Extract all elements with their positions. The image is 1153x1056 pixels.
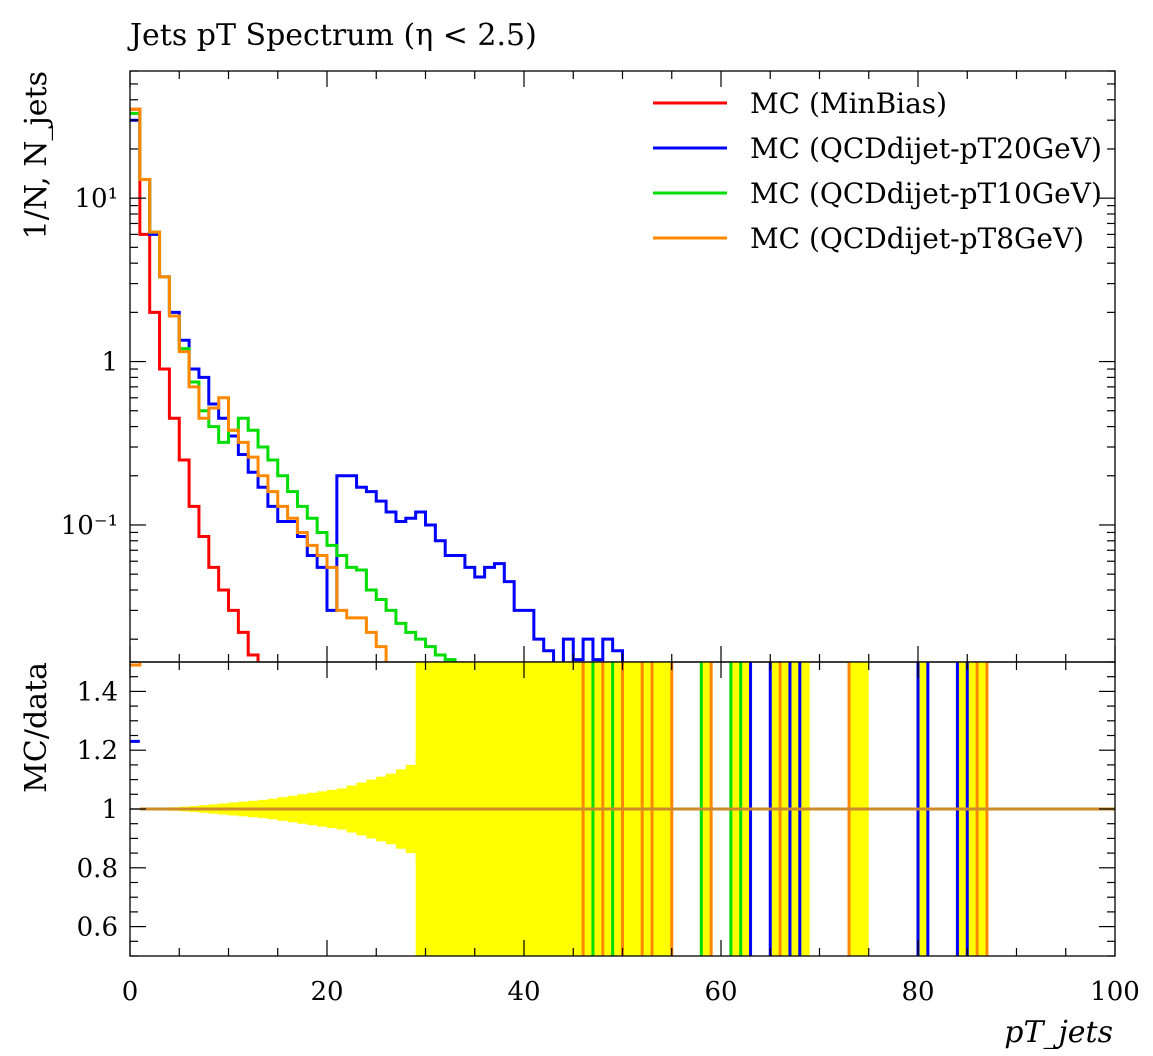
x-tick-label: 40 xyxy=(507,977,540,1007)
x-tick-label: 20 xyxy=(310,977,343,1007)
x-tick-label: 60 xyxy=(704,977,737,1007)
legend: MC (MinBias) MC (QCDdijet-pT20GeV) MC (QCD… xyxy=(653,87,1102,255)
y-tick-label: 10⁻¹ xyxy=(61,511,118,541)
legend-label: MC (QCDdijet-pT8GeV) xyxy=(750,222,1084,255)
legend-label: MC (MinBias) xyxy=(750,87,947,120)
x-axis: 0 20 40 60 80 100 pT_jets xyxy=(122,71,1140,1050)
ratio-y-tick-label: 0.8 xyxy=(77,854,118,884)
legend-label: MC (QCDdijet-pT10GeV) xyxy=(750,177,1102,210)
y-tick-label: 1 xyxy=(101,348,118,378)
ratio-low-edge xyxy=(130,662,142,667)
y-tick-label: 10¹ xyxy=(74,184,118,214)
chart-title: Jets pT Spectrum (η < 2.5) xyxy=(127,18,537,53)
ratio-y-tick-label: 1 xyxy=(101,795,118,825)
x-tick-label: 80 xyxy=(901,977,934,1007)
series-line-0 xyxy=(130,107,260,662)
ratio-y-tick-label: 1.4 xyxy=(77,677,118,707)
x-tick-label: 0 xyxy=(122,977,139,1007)
ratio-y-tick-label: 0.6 xyxy=(77,913,118,943)
x-axis-label: pT_jets xyxy=(1004,1015,1113,1050)
y-axis-label: 1/N, N_jets xyxy=(19,71,54,239)
ratio-y-axis-label: MC/data xyxy=(19,662,54,793)
ratio-band xyxy=(130,662,989,956)
legend-label: MC (QCDdijet-pT20GeV) xyxy=(750,132,1102,165)
series-line-2 xyxy=(130,111,457,662)
ratio-y-tick-label: 1.2 xyxy=(77,736,118,766)
y-labels: 10¹ 1 10⁻¹ 0.6 0.8 1 1.2 1.4 1/N, N_jets MC/data xyxy=(19,70,1115,957)
series-line-3 xyxy=(130,107,388,662)
ratio-panel xyxy=(129,661,1116,957)
series-line-1 xyxy=(130,118,624,662)
x-tick-label: 100 xyxy=(1090,977,1140,1007)
main-histograms xyxy=(130,107,624,662)
